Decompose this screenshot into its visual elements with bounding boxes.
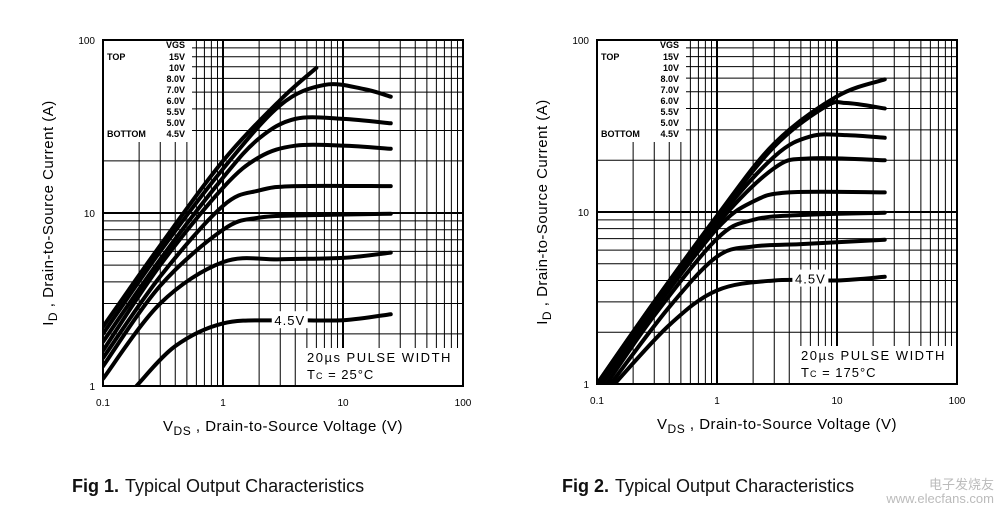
- x-tick-label: 100: [949, 396, 966, 407]
- fig1-number: Fig 1.: [72, 476, 120, 496]
- x-tick-label: 0.1: [590, 396, 604, 407]
- chart-2: VGSTOPBOTTOM15V10V8.0V7.0V6.0V5.5V5.0V4.…: [534, 36, 966, 436]
- x-axis-label: VDS , Drain-to-Source Voltage (V): [657, 416, 897, 436]
- y-label-sub: D: [540, 311, 554, 320]
- legend-bottom-label: BOTTOM: [107, 129, 146, 139]
- plot-frame: [102, 39, 464, 387]
- annotation-temperature: TC = 175°C: [801, 365, 877, 380]
- curve-vgs-4.5V: [612, 274, 887, 384]
- x-tick-label: 1: [220, 398, 226, 409]
- annotation-box: [300, 348, 462, 385]
- legend-header: VGS: [660, 40, 679, 50]
- x-tick-label: 10: [337, 398, 349, 409]
- legend-entry: 5.5V: [660, 107, 679, 117]
- x-tick-label: 10: [831, 396, 843, 407]
- x-label-sub: DS: [668, 422, 686, 436]
- legend-entry: 4.5V: [166, 129, 185, 139]
- legend-entry: 10V: [169, 63, 185, 73]
- x-tick-label: 1: [714, 396, 720, 407]
- x-axis-label: VDS , Drain-to-Source Voltage (V): [163, 418, 403, 438]
- legend-entry: 7.0V: [166, 85, 185, 95]
- legend-entry: 10V: [663, 63, 679, 73]
- x-label-main: V: [657, 416, 668, 433]
- temp-sub: C: [810, 369, 818, 379]
- curve-vgs-6.0V: [599, 189, 887, 384]
- curve-vgs-8.0V: [103, 115, 393, 344]
- annotation-pulse-width: 20µs PULSE WIDTH: [307, 350, 452, 365]
- legend-bottom-label: BOTTOM: [601, 129, 640, 139]
- y-tick-label: 1: [89, 382, 95, 393]
- legend-box: [104, 41, 192, 142]
- temp-T: T: [307, 367, 316, 382]
- curve-label-4.5v: 4.5V: [795, 272, 826, 287]
- legend-top-label: TOP: [601, 52, 619, 62]
- x-tick-label: 0.1: [96, 398, 110, 409]
- x-tick-label: 100: [455, 398, 472, 409]
- fig2-number: Fig 2.: [562, 476, 610, 496]
- y-label-sub: D: [46, 312, 60, 321]
- fig2-caption: Fig 2. Typical Output Characteristics: [562, 476, 854, 497]
- chart-1: VGSTOPBOTTOM15V10V8.0V7.0V6.0V5.5V5.0V4.…: [40, 36, 472, 438]
- curves: [597, 77, 887, 384]
- curve-label-4.5v: 4.5V: [274, 313, 305, 328]
- x-label-sub: DS: [174, 424, 192, 438]
- curve-vgs-15V: [103, 65, 319, 329]
- watermark-logo: 电子发烧友 www.elecfans.com: [886, 478, 994, 506]
- curve-vgs-4.5V: [134, 312, 393, 386]
- x-label-main: V: [163, 418, 174, 435]
- fig2-title: Typical Output Characteristics: [615, 476, 855, 496]
- y-label-rest: , Drain-to-Source Current (A): [40, 100, 57, 312]
- curve-vgs-5.5V: [103, 211, 393, 369]
- temp-sub: C: [316, 371, 324, 381]
- y-tick-label: 10: [84, 209, 96, 220]
- watermark-text: 电子发烧友: [928, 477, 994, 492]
- temp-value: = 175°C: [817, 365, 876, 380]
- legend-header: VGS: [166, 40, 185, 50]
- legend-entry: 5.5V: [166, 107, 185, 117]
- y-tick-label: 100: [78, 36, 95, 47]
- y-tick-label: 100: [572, 36, 589, 47]
- curve-vgs-5.0V: [103, 250, 393, 381]
- y-label-rest: , Drain-to-Source Current (A): [534, 99, 551, 311]
- legend-entry: 5.0V: [166, 118, 185, 128]
- temp-T: T: [801, 365, 810, 380]
- y-label-main: I: [40, 321, 57, 326]
- curve-vgs-10V: [103, 82, 393, 336]
- curve-label-bg: [792, 269, 829, 287]
- x-label-rest: , Drain-to-Source Voltage (V): [685, 416, 897, 433]
- y-label-main: I: [534, 320, 551, 325]
- y-tick-label: 10: [578, 208, 590, 219]
- annotation-pulse-width: 20µs PULSE WIDTH: [801, 348, 946, 363]
- legend-entry: 8.0V: [660, 74, 679, 84]
- curve-vgs-7.0V: [103, 142, 393, 353]
- legend-entry: 7.0V: [660, 85, 679, 95]
- curves: [103, 65, 393, 386]
- legend-entry: 6.0V: [660, 96, 679, 106]
- curve-vgs-5.0V: [608, 237, 887, 384]
- y-axis-label: ID , Drain-to-Source Current (A): [534, 99, 554, 325]
- y-tick-label: 1: [583, 380, 589, 391]
- legend-entry: 4.5V: [660, 129, 679, 139]
- legend-entry: 6.0V: [166, 96, 185, 106]
- legend-box: [598, 41, 686, 142]
- legend-entry: 8.0V: [166, 74, 185, 84]
- fig1-caption: Fig 1. Typical Output Characteristics: [72, 476, 364, 497]
- y-axis-label: ID , Drain-to-Source Current (A): [40, 100, 60, 326]
- curve-label-bg: [271, 311, 308, 329]
- curve-vgs-5.5V: [604, 210, 887, 384]
- watermark-url: www.elecfans.com: [886, 491, 994, 506]
- x-label-rest: , Drain-to-Source Voltage (V): [191, 418, 403, 435]
- plot-frame: [596, 39, 958, 385]
- legend-entry: 15V: [169, 52, 185, 62]
- fig1-title: Typical Output Characteristics: [125, 476, 365, 496]
- legend-entry: 15V: [663, 52, 679, 62]
- annotation-box: [794, 346, 956, 383]
- annotation-temperature: TC = 25°C: [307, 367, 374, 382]
- curve-vgs-6.0V: [103, 183, 393, 361]
- legend-top-label: TOP: [107, 52, 125, 62]
- temp-value: = 25°C: [323, 367, 374, 382]
- legend-entry: 5.0V: [660, 118, 679, 128]
